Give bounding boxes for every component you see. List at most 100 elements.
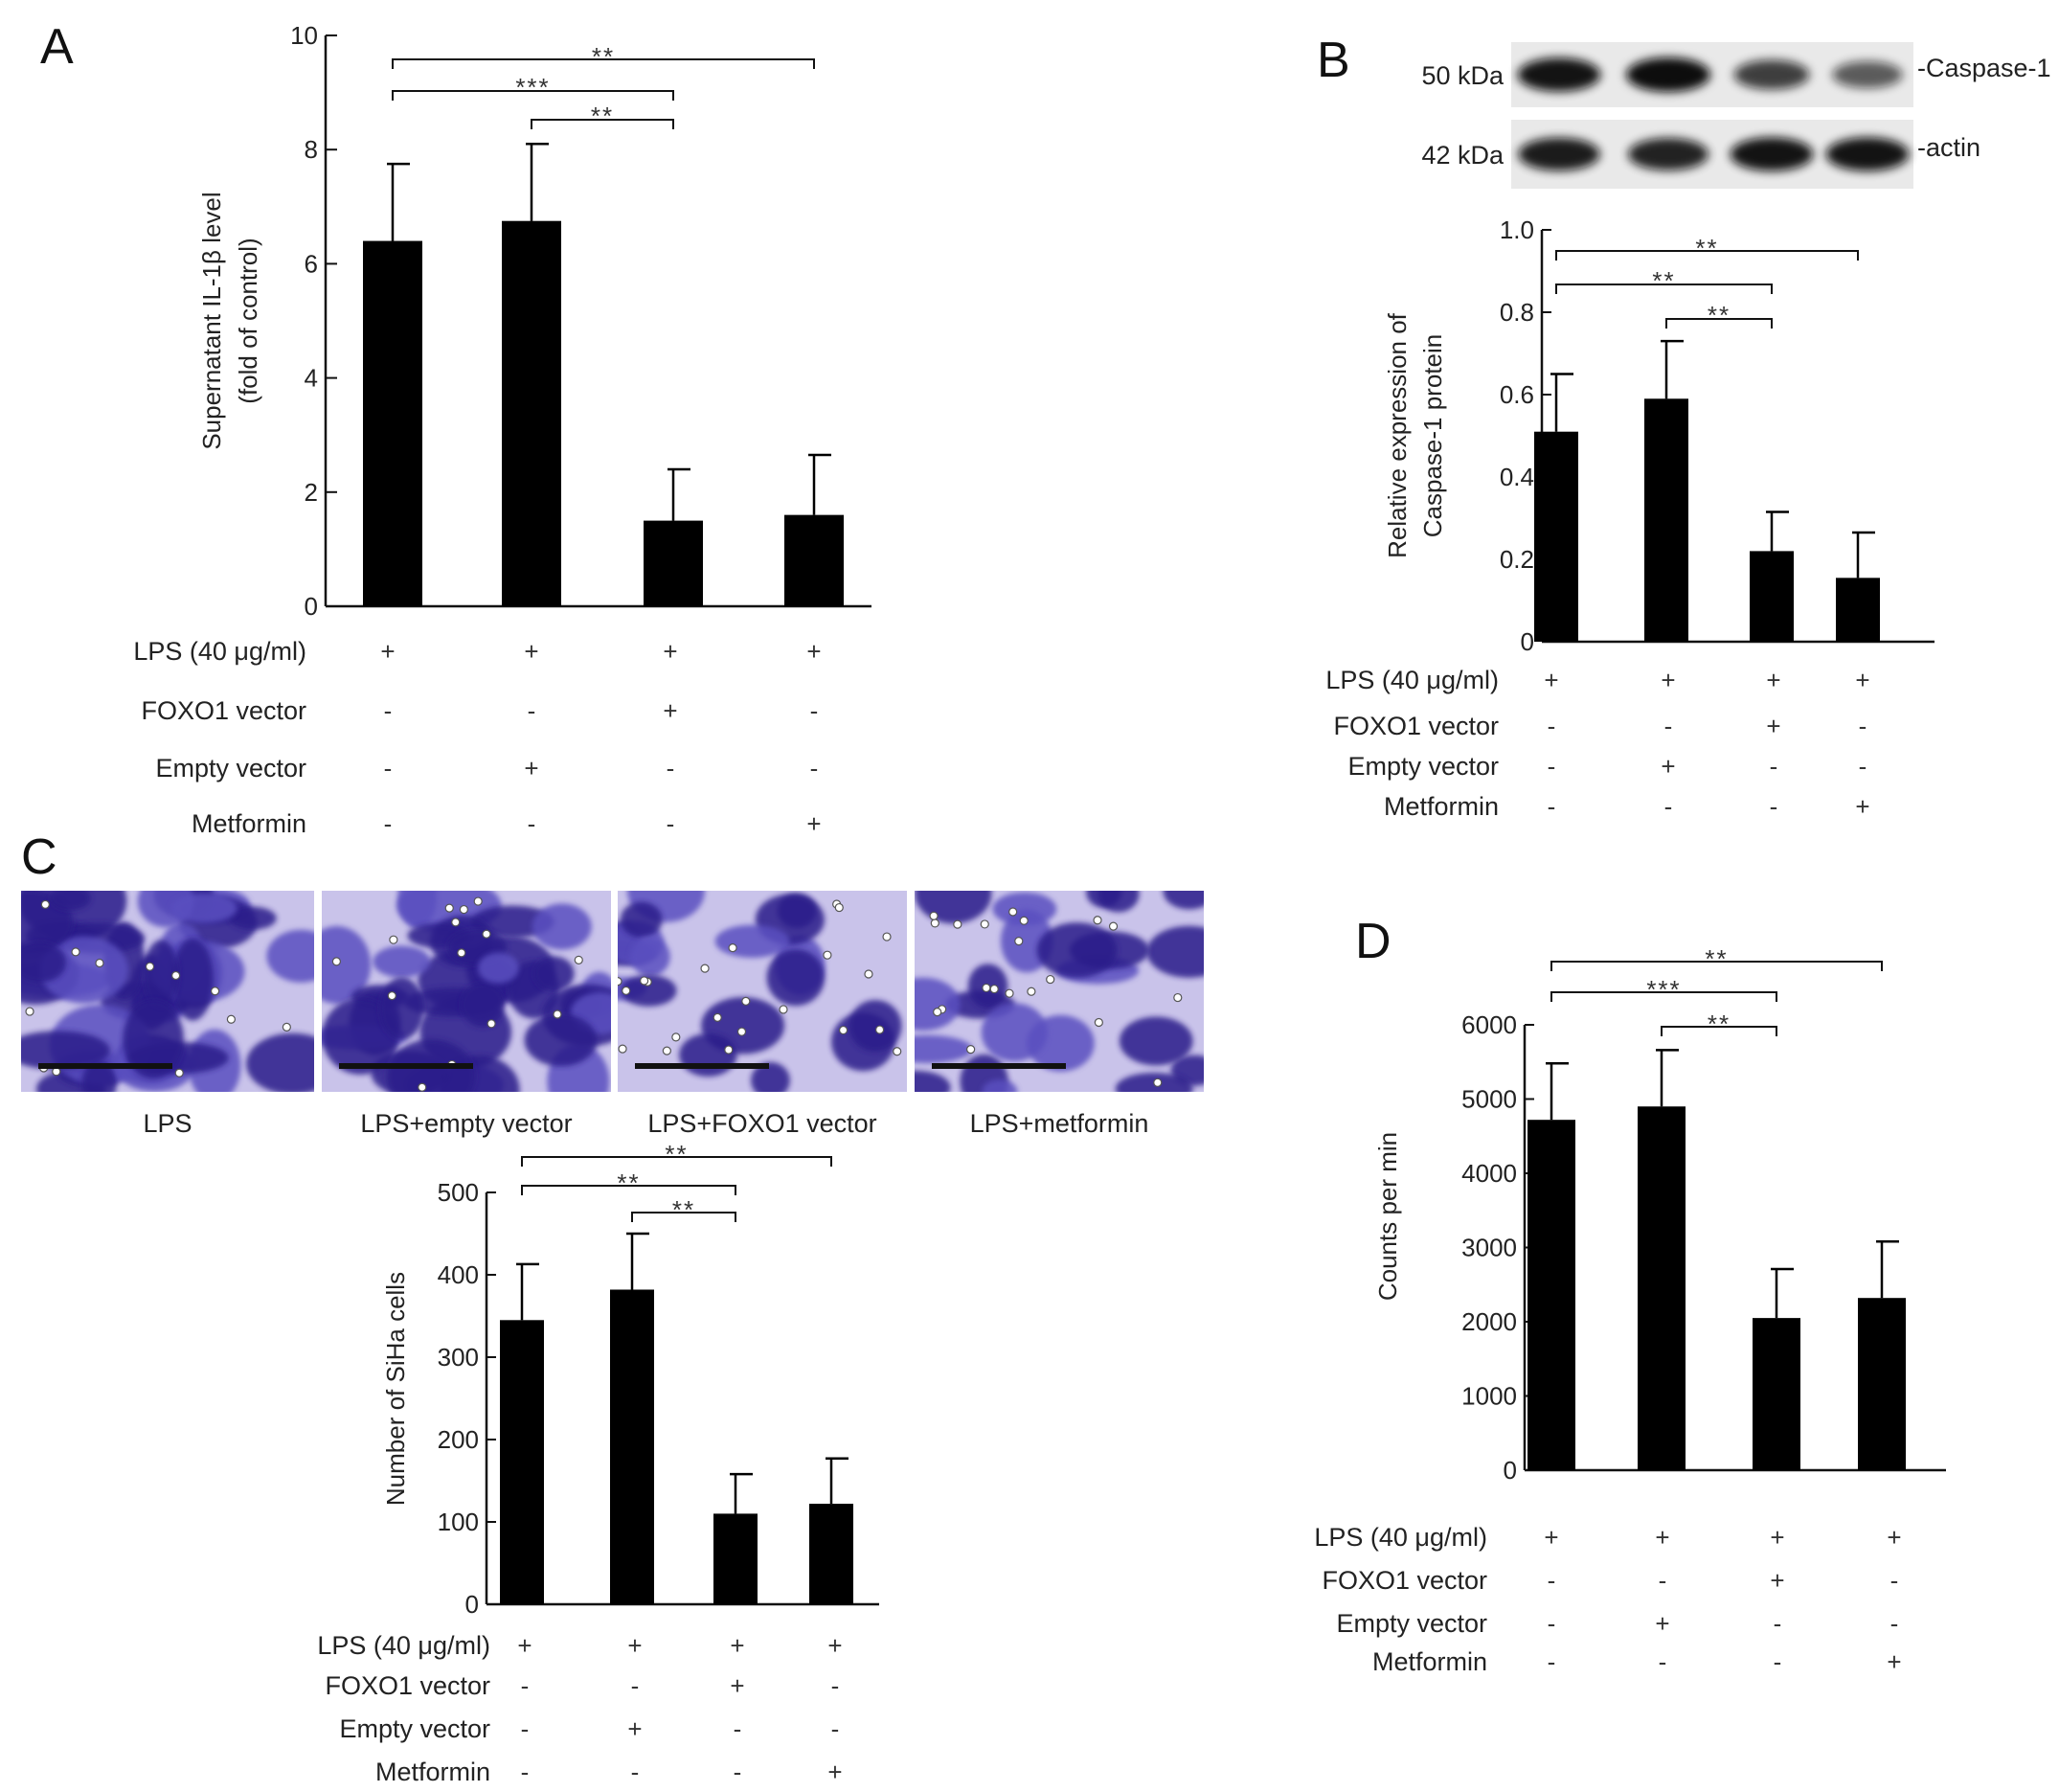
membrane-pore xyxy=(1173,992,1183,1003)
condition-symbol: + xyxy=(1544,1523,1558,1552)
condition-symbol: + xyxy=(1855,666,1869,694)
y-tick-label: 500 xyxy=(438,1178,479,1207)
panel-label-a: A xyxy=(40,19,74,75)
panel-label-c: C xyxy=(21,829,57,885)
membrane-pore xyxy=(893,1047,902,1056)
y-axis-label: Supernatant IL-1β level xyxy=(197,192,226,449)
condition-symbol: - xyxy=(1548,712,1556,740)
membrane-pore xyxy=(640,976,649,986)
condition-label: LPS (40 μg/ml) xyxy=(1325,666,1499,694)
membrane-pore xyxy=(982,983,991,993)
membrane-pore xyxy=(1094,1017,1103,1028)
significance-bracket xyxy=(1550,961,1883,971)
stained-cell xyxy=(1115,1073,1193,1092)
condition-symbol: - xyxy=(384,809,393,838)
significance-bracket xyxy=(521,1156,832,1167)
condition-label: Metformin xyxy=(192,809,306,838)
membrane-pore xyxy=(418,1082,427,1092)
condition-label: Empty vector xyxy=(1347,752,1499,781)
condition-symbol: + xyxy=(524,637,538,666)
condition-label: FOXO1 vector xyxy=(325,1671,490,1700)
condition-label: Empty vector xyxy=(1336,1609,1487,1638)
condition-symbol: - xyxy=(521,1714,530,1743)
micrograph-caption: LPS+FOXO1 vector xyxy=(647,1109,876,1138)
stained-cell xyxy=(229,906,277,930)
condition-symbol: + xyxy=(730,1631,744,1660)
condition-symbol: - xyxy=(1859,752,1867,781)
condition-symbol: - xyxy=(810,754,819,783)
y-tick-label: 1000 xyxy=(1461,1382,1517,1411)
stained-cell xyxy=(915,977,961,1032)
condition-symbol: + xyxy=(627,1631,642,1660)
y-tick-label: 400 xyxy=(438,1260,479,1289)
membrane-pore xyxy=(622,986,631,995)
condition-symbol: + xyxy=(517,1631,532,1660)
molecular-weight-label: 42 kDa xyxy=(1421,141,1505,170)
condition-symbol: - xyxy=(1664,712,1673,740)
condition-symbol: + xyxy=(663,637,677,666)
membrane-pore xyxy=(1019,916,1029,925)
micrograph-caption: LPS xyxy=(143,1109,192,1138)
stained-cell xyxy=(524,1013,598,1067)
condition-symbol: + xyxy=(806,809,821,838)
condition-label: Empty vector xyxy=(155,754,306,783)
condition-symbol: - xyxy=(1548,1609,1556,1638)
condition-symbol: + xyxy=(730,1671,744,1700)
y-axis-label: Counts per min xyxy=(1373,1132,1402,1301)
membrane-pore xyxy=(838,1025,848,1035)
membrane-pore xyxy=(473,896,483,906)
bar xyxy=(1750,551,1794,642)
condition-symbol: + xyxy=(806,637,821,666)
significance-label: *** xyxy=(1646,975,1681,1004)
membrane-pore xyxy=(174,1068,184,1077)
significance-label: ** xyxy=(1652,266,1675,295)
membrane-pore xyxy=(553,1009,562,1019)
blot-band xyxy=(1825,137,1910,171)
membrane-pore xyxy=(834,902,844,913)
significance-bracket xyxy=(631,1212,736,1222)
panel-b-western-blot: 50 kDa -Caspase-1 42 kDa -actin xyxy=(1421,42,2051,189)
membrane-pore xyxy=(736,1027,747,1036)
bar xyxy=(1527,1120,1575,1470)
membrane-pore xyxy=(486,1019,496,1029)
stained-cell xyxy=(751,1061,790,1092)
y-tick-label: 6 xyxy=(305,249,318,278)
condition-label: LPS (40 μg/ml) xyxy=(1314,1523,1487,1552)
significance-label: ** xyxy=(665,1140,688,1168)
condition-symbol: + xyxy=(827,1758,842,1786)
bar xyxy=(784,514,844,606)
bar xyxy=(644,520,703,606)
bar xyxy=(1644,398,1688,642)
membrane-pore xyxy=(779,1005,788,1014)
scale-bar xyxy=(339,1063,473,1069)
y-tick-label: 0.2 xyxy=(1500,545,1534,574)
significance-bracket xyxy=(521,1185,736,1195)
membrane-pore xyxy=(95,958,104,968)
significance-label: ** xyxy=(1695,234,1718,262)
stained-cell xyxy=(532,903,592,950)
stained-cell xyxy=(322,998,399,1075)
condition-symbol: - xyxy=(667,754,675,783)
condition-symbol: - xyxy=(1770,792,1778,821)
membrane-pore xyxy=(210,987,220,996)
condition-symbol: + xyxy=(1770,1523,1784,1552)
condition-symbol: + xyxy=(663,696,677,725)
y-tick-label: 300 xyxy=(438,1343,479,1372)
bar xyxy=(1534,431,1578,642)
stained-cell xyxy=(322,925,372,1005)
condition-symbol: - xyxy=(1890,1609,1899,1638)
condition-label: LPS (40 μg/ml) xyxy=(317,1631,490,1660)
condition-symbol: - xyxy=(521,1758,530,1786)
membrane-pore xyxy=(282,1022,291,1032)
membrane-pore xyxy=(226,1014,236,1024)
condition-label: FOXO1 vector xyxy=(1333,712,1499,740)
membrane-pore xyxy=(451,918,461,927)
condition-symbol: + xyxy=(1887,1523,1901,1552)
condition-symbol: - xyxy=(734,1758,742,1786)
condition-symbol: - xyxy=(1548,1647,1556,1676)
membrane-pore xyxy=(574,955,583,964)
membrane-pore xyxy=(618,977,622,987)
y-tick-label: 0.4 xyxy=(1500,463,1534,491)
condition-symbol: - xyxy=(1659,1566,1667,1595)
